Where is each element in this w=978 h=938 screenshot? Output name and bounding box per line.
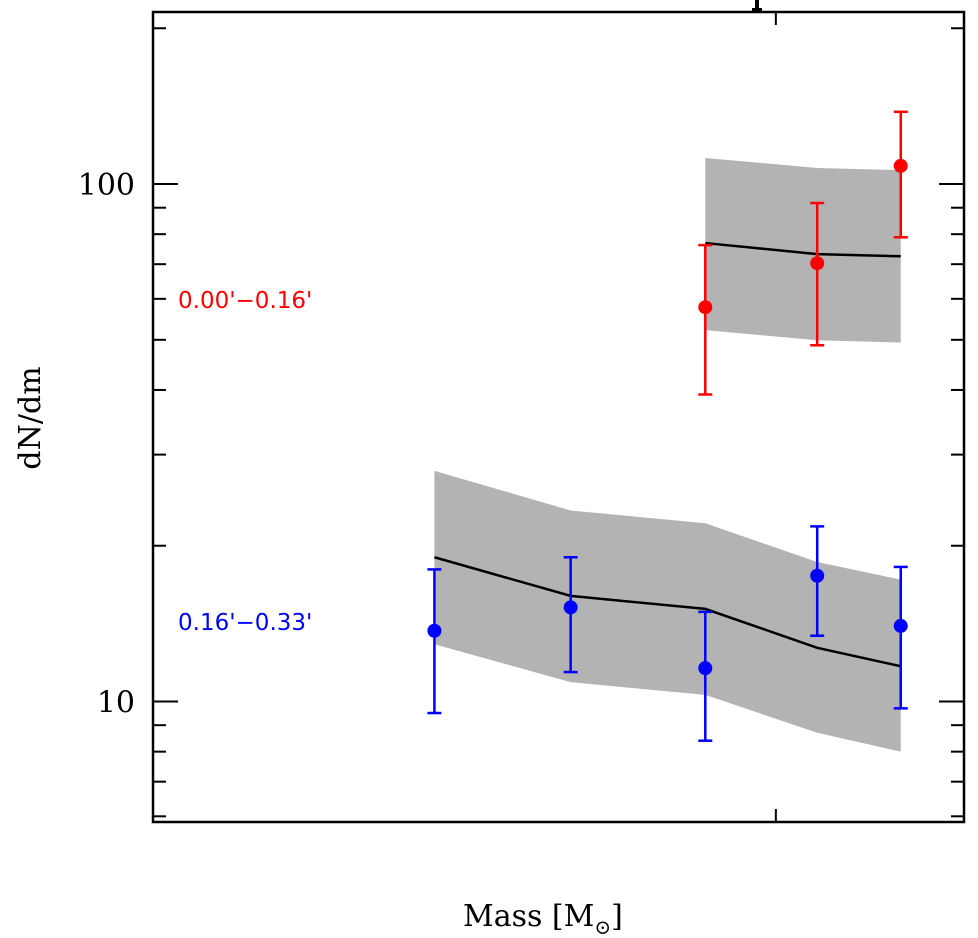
y-tick-label: 100 xyxy=(78,168,135,203)
clipped-title-glyph-base xyxy=(752,8,762,11)
x-axis-label: Mass [M⊙] xyxy=(463,899,623,938)
data-point-group xyxy=(427,568,442,715)
annotation-red: 0.00'−0.16' xyxy=(178,288,312,314)
data-point-group xyxy=(698,610,713,742)
y-axis-label: dN/dm xyxy=(13,366,48,469)
plot-frame xyxy=(151,10,966,824)
data-point-group xyxy=(563,556,578,674)
axis-ticks xyxy=(153,12,964,822)
annotation-blue: 0.16'−0.33' xyxy=(178,610,312,636)
data-point-group xyxy=(810,201,825,347)
model-bands xyxy=(434,157,901,752)
data-point xyxy=(427,623,442,638)
tick-labels: 10 100 xyxy=(78,168,135,720)
model-band-1 xyxy=(434,470,901,752)
data-point xyxy=(810,568,825,583)
axes-frame xyxy=(151,10,966,824)
data-point xyxy=(698,661,713,676)
data-point-group xyxy=(893,110,908,239)
data-point xyxy=(893,158,908,173)
data-point xyxy=(893,618,908,633)
data-points xyxy=(427,110,908,742)
data-point-group xyxy=(893,565,908,710)
data-point xyxy=(563,600,578,615)
x-axis-label-close: ] xyxy=(611,899,623,934)
model-line-1 xyxy=(434,556,902,668)
data-point xyxy=(698,300,713,315)
x-axis-label-main: Mass [M xyxy=(463,899,594,934)
clipped-title-glyph xyxy=(755,0,759,9)
y-tick-label: 10 xyxy=(97,686,135,721)
model-band-0 xyxy=(705,157,901,343)
data-point-group xyxy=(810,525,825,637)
data-point-group xyxy=(698,243,713,396)
data-point xyxy=(810,256,825,271)
x-axis-label-subscript: ⊙ xyxy=(594,915,611,938)
